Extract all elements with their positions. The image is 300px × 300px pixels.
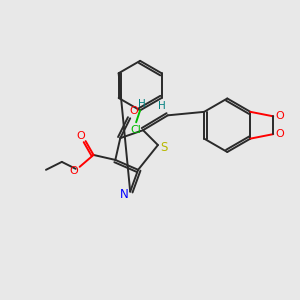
Text: O: O bbox=[76, 131, 85, 141]
Text: Cl: Cl bbox=[131, 125, 142, 135]
Text: O: O bbox=[276, 129, 284, 139]
Text: O: O bbox=[276, 111, 284, 121]
Text: H: H bbox=[138, 99, 146, 110]
Text: N: N bbox=[120, 188, 129, 201]
Text: S: S bbox=[160, 140, 168, 154]
Text: H: H bbox=[158, 101, 166, 111]
Text: O: O bbox=[130, 106, 139, 116]
Text: O: O bbox=[69, 166, 78, 176]
